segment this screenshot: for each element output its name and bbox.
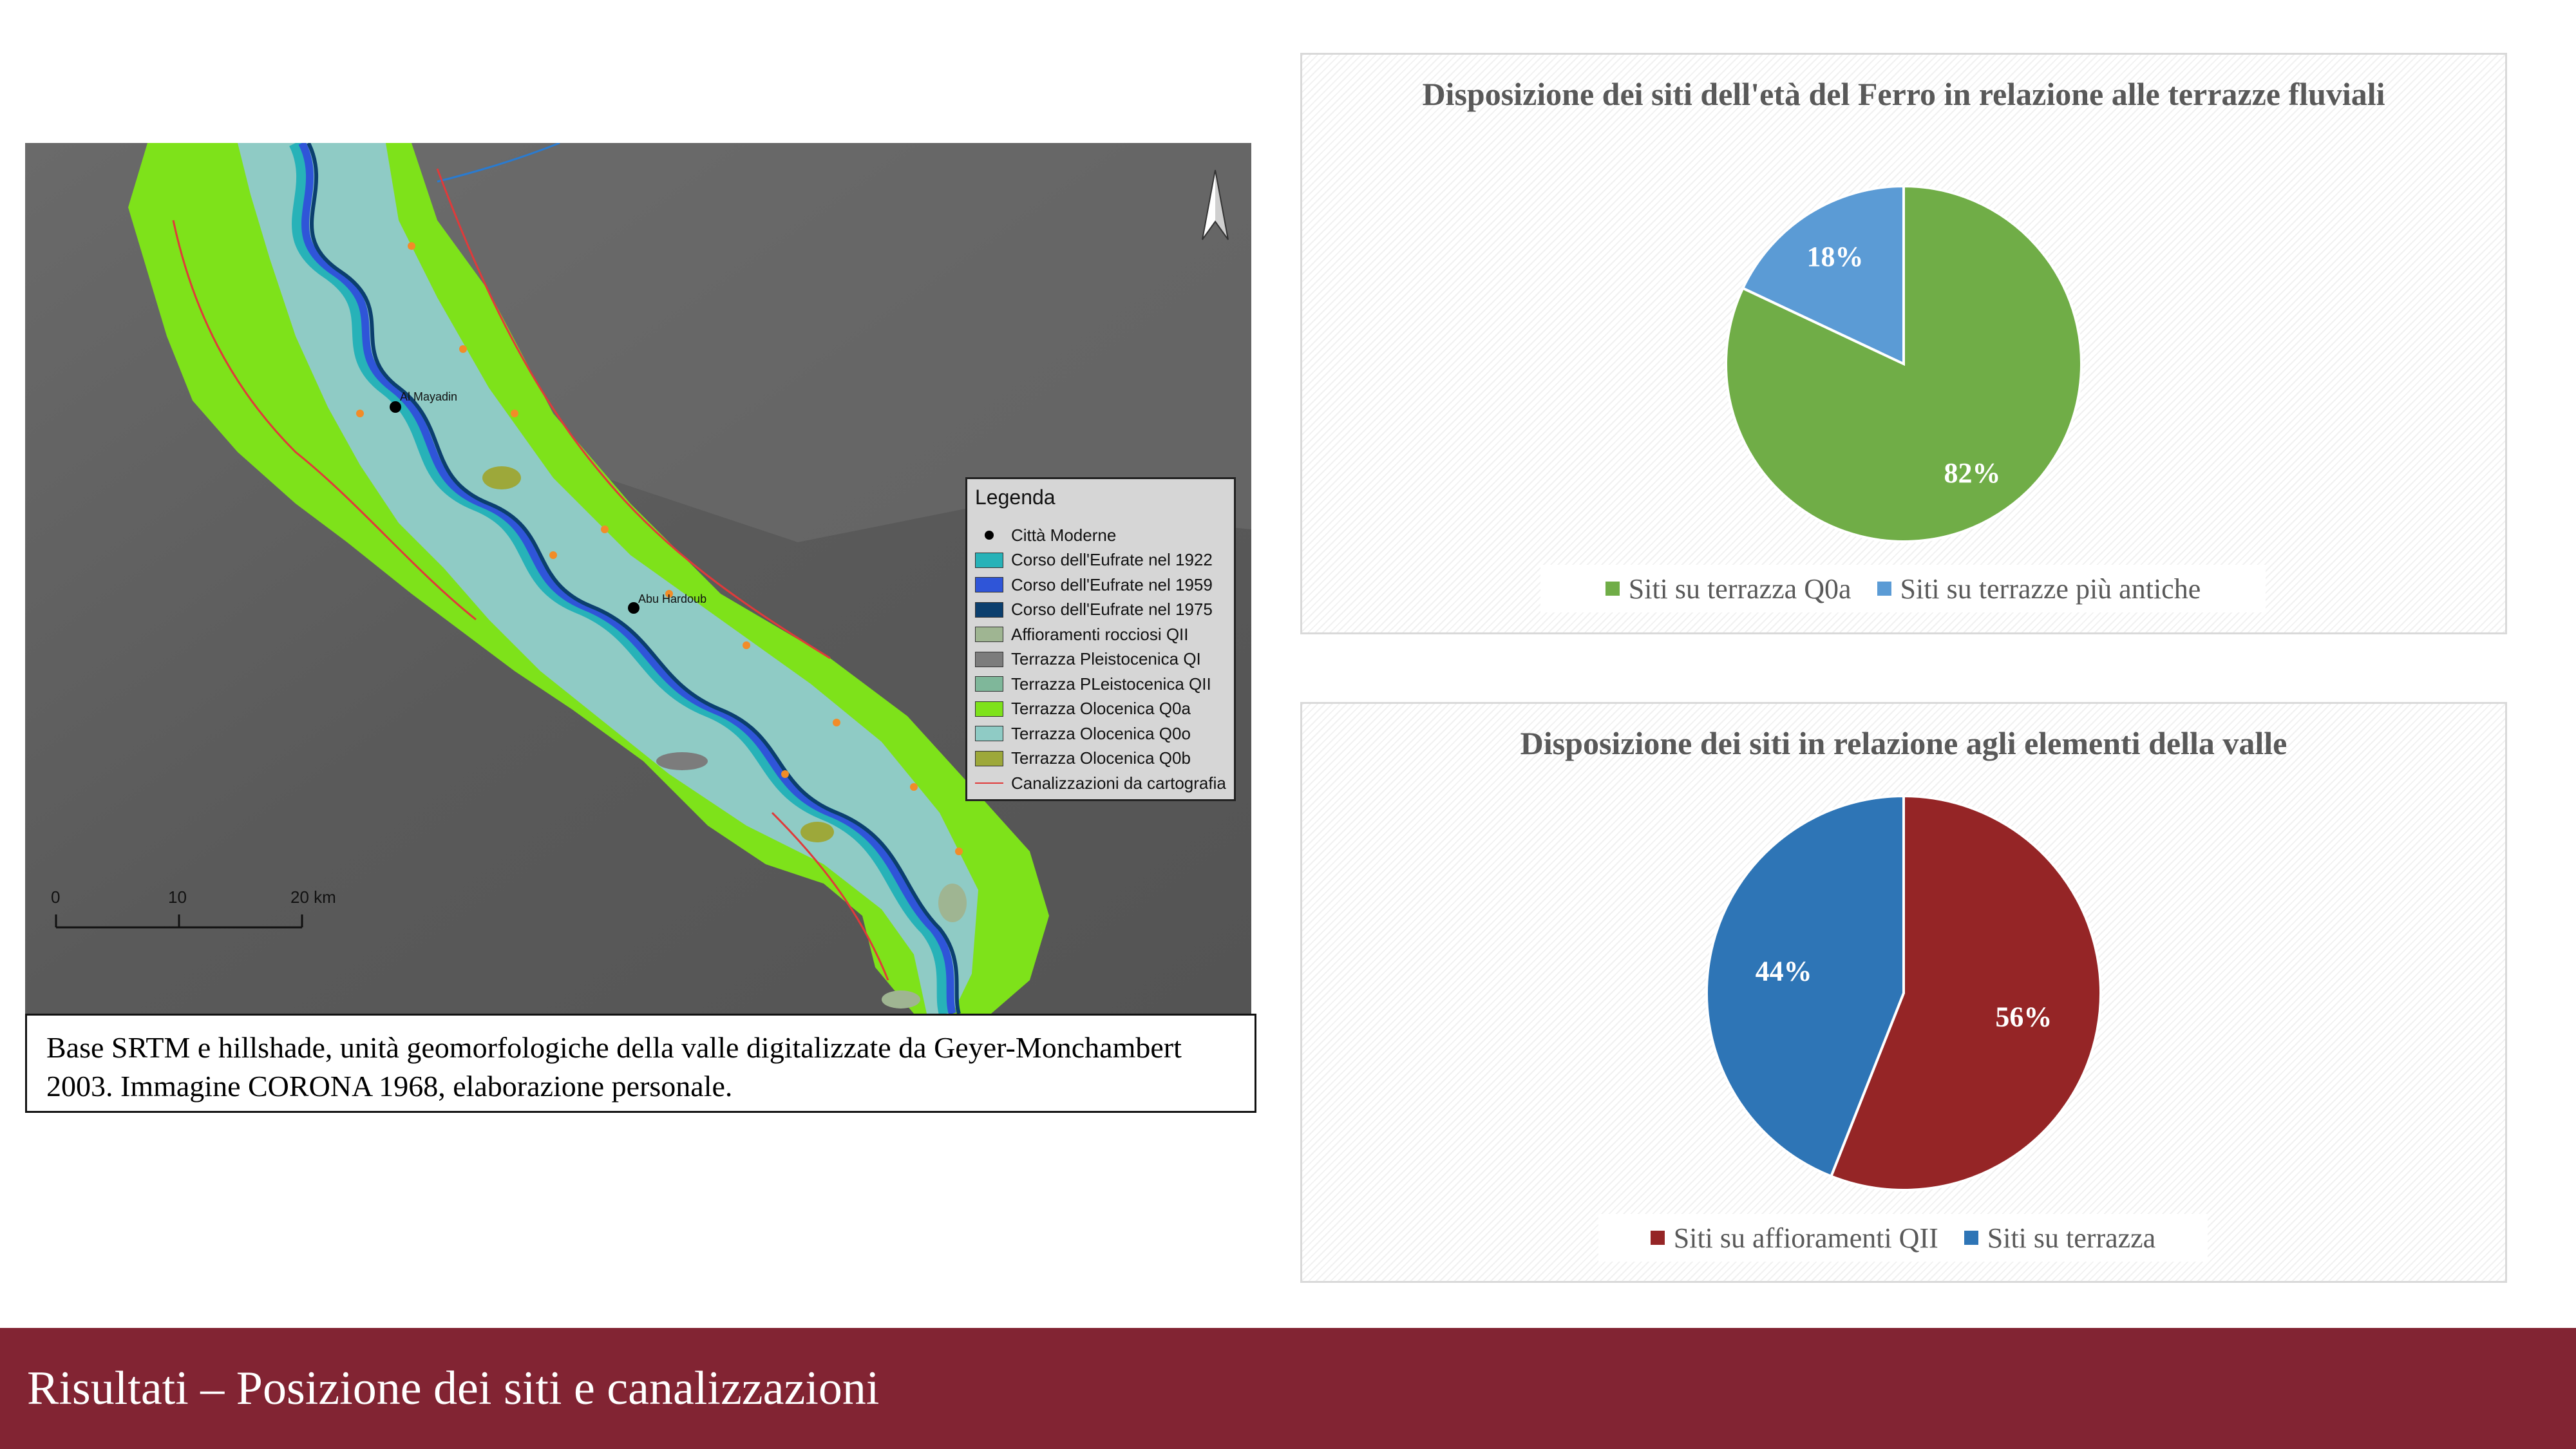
valley-map: Al Mayadin Abu Hardoub 0 10 20 km Legend… [25, 143, 1251, 1014]
legend-label: Terrazza Olocenica Q0a [1011, 699, 1191, 718]
scale-bar [55, 914, 303, 929]
legend-entry: Siti su terrazza Q0a [1605, 573, 1852, 605]
legend-item: Corso dell'Eufrate nel 1922 [975, 549, 1213, 571]
legend-item: Canalizzazioni da cartografia [975, 772, 1226, 794]
slide-title: Risultati – Posizione dei siti e canaliz… [27, 1362, 880, 1415]
scale-tick-label: 0 [51, 887, 61, 907]
legend-label: Corso dell'Eufrate nel 1959 [1011, 574, 1213, 594]
legend-item: Terrazza Pleistocenica QI [975, 649, 1201, 670]
legend-item: Terrazza PLeistocenica QII [975, 673, 1211, 695]
legend-label: Città Moderne [1011, 525, 1117, 545]
legend-swatch [975, 552, 1003, 568]
legend-swatch [975, 651, 1003, 667]
scale-tick-label: 20 km [290, 887, 336, 907]
map-legend: Legenda Città Moderne Corso dell'Eufrate … [965, 477, 1236, 801]
pie-chart-valley-elements: Disposizione dei siti in relazione agli … [1300, 702, 2507, 1283]
legend-swatch [975, 775, 1003, 791]
map-caption: Base SRTM e hillshade, unità geomorfolog… [25, 1014, 1256, 1113]
legend-label: Canalizzazioni da cartografia [1011, 773, 1226, 793]
legend-item: Corso dell'Eufrate nel 1959 [975, 574, 1213, 596]
legend-label: Siti su terrazza [1987, 1222, 2156, 1254]
legend-entry: Siti su terrazze più antiche [1877, 573, 2201, 605]
legend-label: Siti su terrazza Q0a [1628, 573, 1852, 605]
legend-marker [1964, 1231, 1978, 1245]
legend-item: Terrazza Olocenica Q0o [975, 723, 1191, 744]
legend-swatch [975, 676, 1003, 692]
slide-footer: Risultati – Posizione dei siti e canaliz… [0, 1328, 2576, 1449]
legend-entry: Siti su affioramenti QII [1650, 1222, 1938, 1255]
euphrates-1959 [298, 143, 956, 1014]
chart-title: Disposizione dei siti in relazione agli … [1520, 725, 2287, 761]
legend-label: Corso dell'Eufrate nel 1922 [1011, 550, 1213, 569]
legend-item: Terrazza Olocenica Q0b [975, 748, 1191, 770]
pie-graphic: 82% 18% [1725, 184, 2083, 543]
place-label: Abu Hardoub [638, 592, 707, 605]
chart-legend: Siti su terrazza Q0a Siti su terrazze più… [1540, 565, 2266, 612]
legend-item: Terrazza Olocenica Q0a [975, 698, 1191, 720]
legend-title: Legenda [975, 486, 1056, 509]
legend-label: Affioramenti rocciosi QII [1011, 624, 1189, 644]
pie-data-label: 56% [1995, 1001, 2052, 1033]
legend-label: Terrazza PLeistocenica QII [1011, 674, 1211, 694]
legend-label: Siti su terrazze più antiche [1900, 573, 2201, 605]
legend-swatch [975, 601, 1003, 618]
place-label: Al Mayadin [400, 390, 458, 403]
legend-label: Terrazza Pleistocenica QI [1011, 649, 1201, 668]
pie-data-label: 44% [1756, 955, 1812, 987]
pie-slice [1705, 794, 1905, 1179]
legend-item: Città Moderne [975, 524, 1116, 546]
legend-swatch [975, 701, 1003, 717]
legend-marker [1650, 1231, 1665, 1245]
legend-swatch [975, 577, 1003, 592]
legend-label: Terrazza Olocenica Q0o [1011, 723, 1191, 743]
legend-marker [1605, 582, 1620, 596]
north-arrow-icon [1202, 169, 1229, 240]
legend-swatch [975, 750, 1003, 766]
legend-marker [1877, 582, 1891, 596]
legend-item: Corso dell'Eufrate nel 1975 [975, 599, 1213, 621]
legend-swatch [975, 527, 1003, 543]
pie-chart-terraces: Disposizione dei siti dell'età del Ferro… [1300, 53, 2507, 634]
pie-graphic: 56% 44% [1705, 794, 2102, 1191]
legend-label: Corso dell'Eufrate nel 1975 [1011, 600, 1213, 619]
euphrates-1975 [307, 143, 961, 1014]
legend-label: Siti su affioramenti QII [1673, 1222, 1938, 1254]
legend-swatch [975, 627, 1003, 642]
legend-item: Affioramenti rocciosi QII [975, 623, 1189, 645]
legend-entry: Siti su terrazza [1964, 1222, 2155, 1255]
scale-tick-label: 10 [168, 887, 187, 907]
legend-label: Terrazza Olocenica Q0b [1011, 748, 1191, 768]
legend-swatch [975, 726, 1003, 741]
pie-slice [1741, 184, 1905, 366]
chart-title: Disposizione dei siti dell'età del Ferro… [1422, 76, 2385, 112]
pie-data-label: 18% [1807, 241, 1864, 272]
chart-legend: Siti su affioramenti QII Siti su terrazza [1598, 1214, 2208, 1262]
pie-slice [1829, 794, 2102, 1191]
pie-data-label: 82% [1944, 457, 2000, 489]
